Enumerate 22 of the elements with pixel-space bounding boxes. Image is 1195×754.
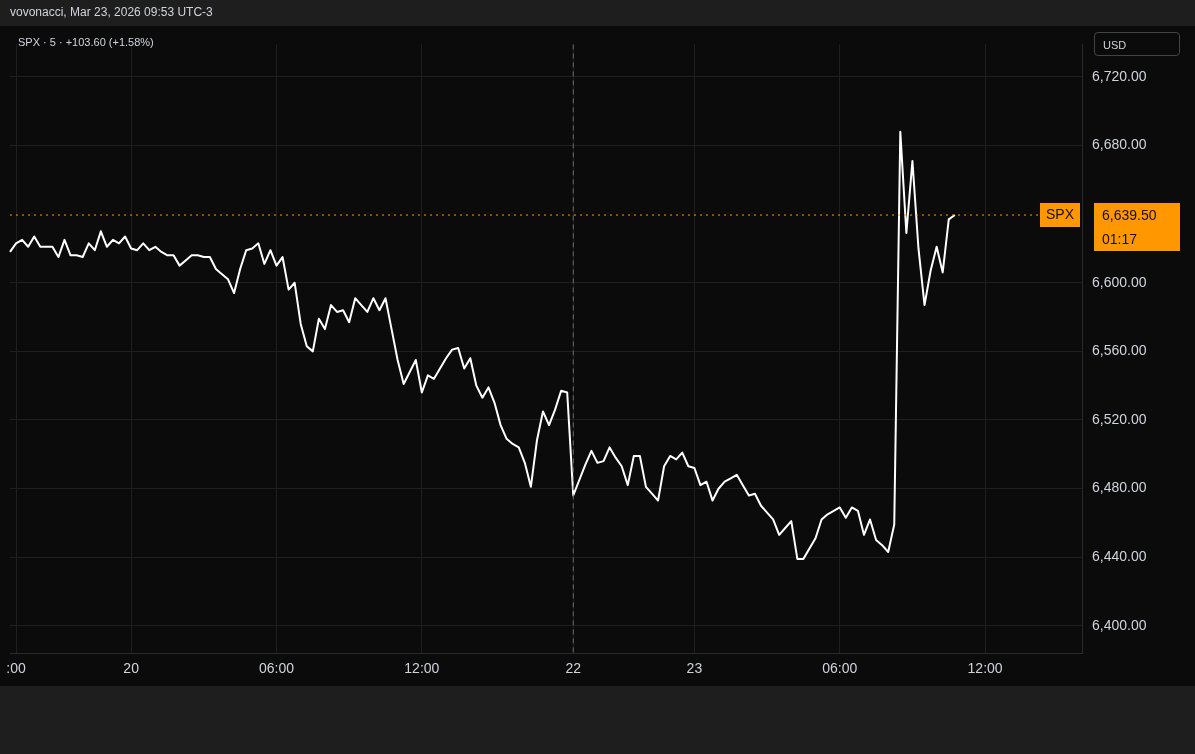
chart-subtitle: SPX · 5 · +103.60 (+1.58%) <box>18 36 154 48</box>
x-tick-label: 23 <box>686 660 703 677</box>
text: 01:17 <box>1094 227 1180 252</box>
y-tick-label: 6,680.00 <box>1092 136 1147 153</box>
text: USD <box>1094 32 1180 56</box>
y-tick-label: 6,440.00 <box>1092 548 1147 565</box>
y-tick-label: 6,520.00 <box>1092 410 1147 427</box>
x-tick-label: 20 <box>123 660 140 677</box>
x-tick-label: 06:00 <box>822 660 858 677</box>
text: 6,639.50 <box>1094 203 1180 228</box>
chart-title: vovonacci, Mar 23, 2026 09:53 UTC-3 <box>10 5 213 19</box>
x-tick-label: 22 <box>565 660 582 677</box>
y-tick-label: 6,600.00 <box>1092 273 1147 290</box>
ref-line-label: SPX <box>1045 205 1075 222</box>
y-tick-label: 6,400.00 <box>1092 616 1147 633</box>
x-tick-label: :00 <box>6 660 26 677</box>
x-tick-label: 12:00 <box>404 660 440 677</box>
x-tick-label: 12:00 <box>967 660 1003 677</box>
y-tick-label: 6,480.00 <box>1092 479 1147 496</box>
y-tick-label: 6,560.00 <box>1092 342 1147 359</box>
x-tick-label: 06:00 <box>258 660 295 677</box>
y-tick-label: 6,720.00 <box>1092 67 1147 84</box>
